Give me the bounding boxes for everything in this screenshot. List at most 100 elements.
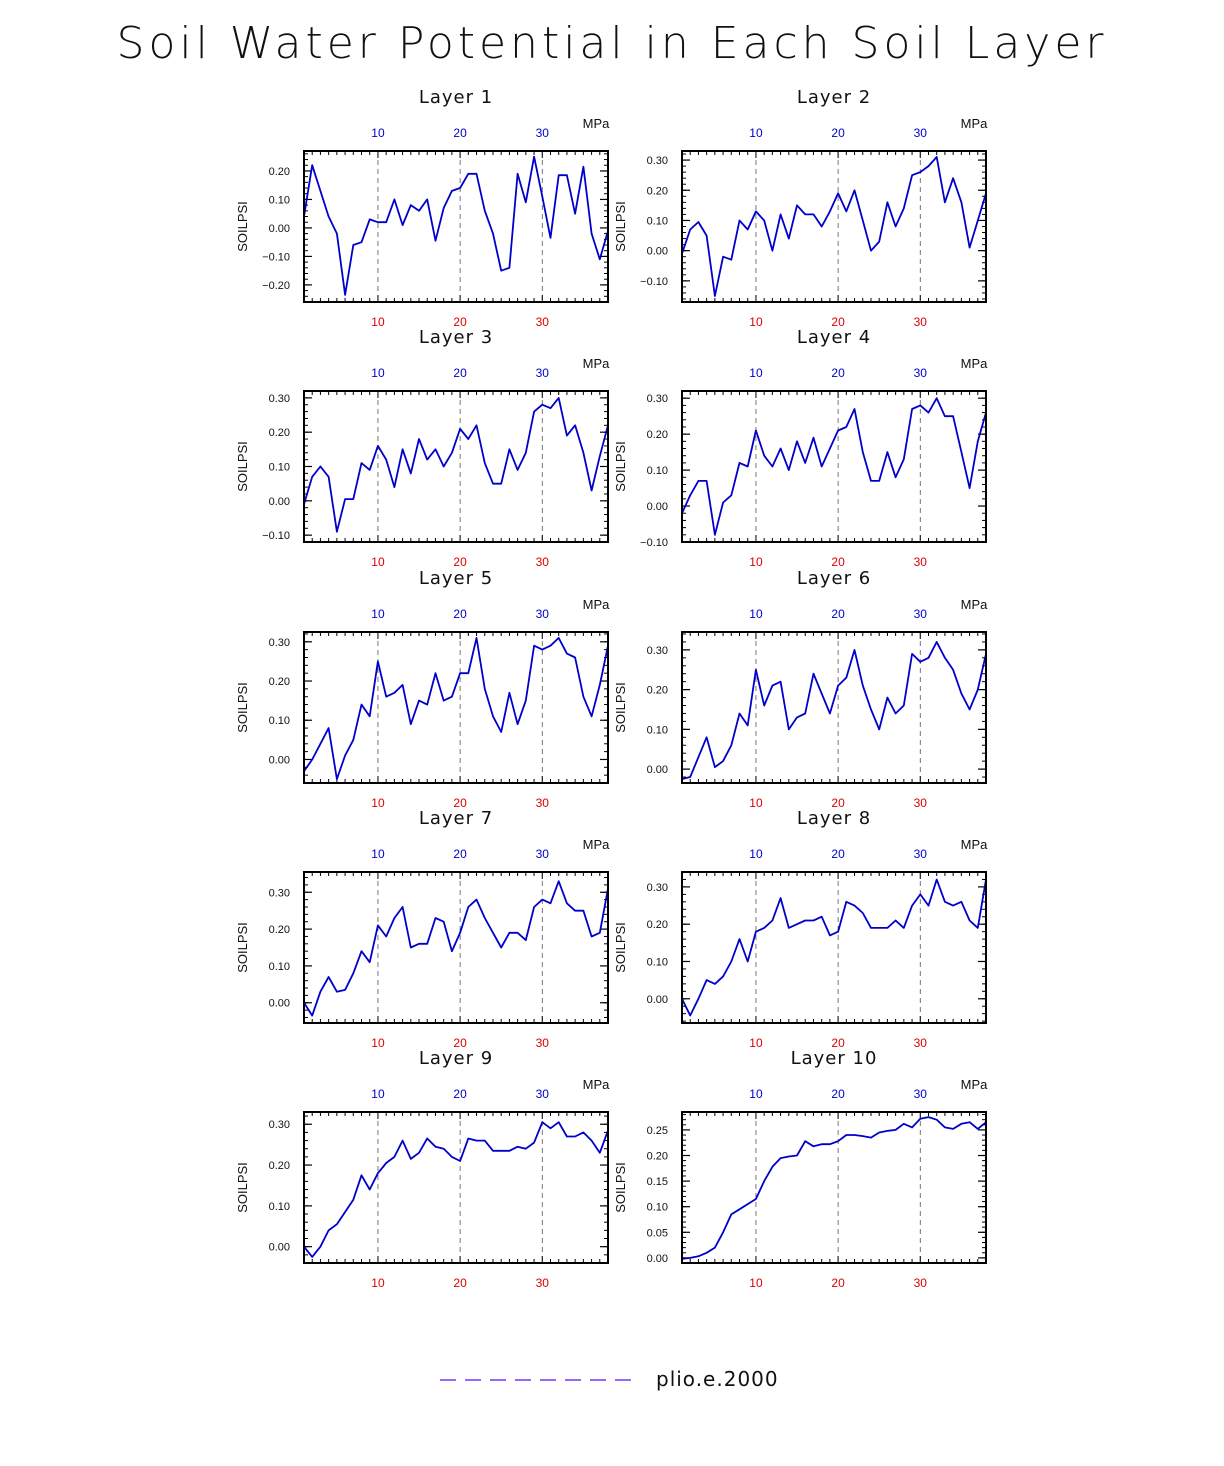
- top-tick-label: 20: [831, 847, 845, 861]
- top-tick-label: 10: [749, 847, 763, 861]
- bottom-tick-label: 30: [914, 796, 928, 810]
- bottom-tick-label: 10: [749, 796, 763, 810]
- top-tick-label: 30: [536, 607, 550, 621]
- unit-label: MPa: [961, 837, 989, 852]
- bottom-tick-label: 30: [914, 1276, 928, 1290]
- bottom-tick-label: 20: [453, 1036, 467, 1050]
- series-line: [304, 637, 608, 780]
- y-tick-label: 0.10: [647, 1202, 668, 1214]
- y-axis-label: SOILPSI: [613, 1162, 628, 1213]
- y-tick-label: −0.20: [262, 280, 290, 292]
- series-line: [304, 155, 608, 296]
- unit-label: MPa: [961, 356, 989, 371]
- top-tick-label: 20: [831, 366, 845, 380]
- y-tick-label: 0.30: [647, 882, 668, 894]
- series-line: [682, 156, 986, 297]
- y-tick-label: 0.00: [647, 246, 668, 258]
- top-tick-label: 30: [914, 126, 928, 140]
- plot-frame: [303, 390, 609, 543]
- top-tick-label: 10: [371, 607, 385, 621]
- bottom-tick-label: 10: [371, 555, 385, 569]
- y-tick-label: 0.25: [647, 1125, 668, 1137]
- unit-label: MPa: [961, 116, 989, 131]
- y-tick-label: 0.00: [647, 1253, 668, 1265]
- y-axis-label: SOILPSI: [235, 922, 250, 973]
- panel-title: Layer 10: [791, 1048, 878, 1069]
- bottom-tick-label: 30: [914, 1036, 928, 1050]
- bottom-tick-label: 10: [371, 1276, 385, 1290]
- top-tick-label: 20: [831, 607, 845, 621]
- bottom-tick-label: 10: [749, 1276, 763, 1290]
- y-axis-label: SOILPSI: [235, 1162, 250, 1213]
- series-line: [304, 880, 608, 1017]
- plot-frame: [681, 1111, 987, 1264]
- series-line: [304, 396, 608, 533]
- top-tick-label: 20: [453, 366, 467, 380]
- bottom-tick-label: 20: [453, 555, 467, 569]
- top-tick-label: 20: [831, 126, 845, 140]
- top-tick-label: 20: [453, 1087, 467, 1101]
- top-tick-label: 10: [371, 366, 385, 380]
- top-tick-label: 10: [371, 126, 385, 140]
- bottom-tick-label: 10: [371, 796, 385, 810]
- y-tick-label: 0.10: [269, 1201, 290, 1213]
- panel-layer-9: Layer 9 MPa SOILPSI 10 10 20 20 30 30 0.00 0.10 0.2…: [235, 1048, 610, 1290]
- top-tick-label: 10: [749, 126, 763, 140]
- series-line: [682, 1116, 986, 1260]
- top-tick-label: 30: [536, 847, 550, 861]
- legend-label: plio.e.2000: [656, 1367, 779, 1391]
- y-tick-label: 0.30: [647, 393, 668, 405]
- plot-frame: [681, 390, 987, 543]
- plot-frame: [303, 631, 609, 784]
- panel-layer-4: Layer 4 MPa SOILPSI 10 10 20 20 30 30 −0.10 0.00 0.…: [613, 327, 988, 569]
- y-tick-label: 0.00: [269, 1242, 290, 1254]
- top-tick-label: 20: [453, 607, 467, 621]
- bottom-tick-label: 30: [914, 555, 928, 569]
- panel-title: Layer 9: [419, 1048, 493, 1069]
- bottom-tick-label: 30: [536, 315, 550, 329]
- bottom-tick-label: 10: [371, 1036, 385, 1050]
- y-tick-label: 0.20: [647, 185, 668, 197]
- y-tick-label: 0.20: [647, 1151, 668, 1163]
- panel-layer-8: Layer 8 MPa SOILPSI 10 10 20 20 30 30 0.00 0.10 0.2…: [613, 808, 988, 1050]
- top-tick-label: 30: [536, 1087, 550, 1101]
- panel-layer-5: Layer 5 MPa SOILPSI 10 10 20 20 30 30 0.00 0.10 0.2…: [235, 568, 610, 810]
- y-tick-label: 0.00: [647, 994, 668, 1006]
- y-tick-label: 0.10: [647, 465, 668, 477]
- top-tick-label: 30: [914, 1087, 928, 1101]
- y-tick-label: −0.10: [640, 537, 668, 549]
- y-tick-label: 0.10: [269, 715, 290, 727]
- y-tick-label: 0.15: [647, 1176, 668, 1188]
- plot-frame: [303, 150, 609, 303]
- bottom-tick-label: 30: [536, 1276, 550, 1290]
- y-tick-label: 0.00: [269, 998, 290, 1010]
- panel-title: Layer 7: [419, 808, 493, 829]
- series-line: [682, 878, 986, 1017]
- plot-frame: [681, 871, 987, 1024]
- y-tick-label: 0.20: [647, 919, 668, 931]
- panel-layer-10: Layer 10 MPa SOILPSI 10 10 20 20 30 30 0.00 0.05 0.…: [613, 1048, 988, 1290]
- bottom-tick-label: 20: [831, 1036, 845, 1050]
- y-tick-label: 0.10: [269, 462, 290, 474]
- y-axis-label: SOILPSI: [235, 201, 250, 252]
- top-tick-label: 30: [914, 847, 928, 861]
- plot-frame: [303, 1111, 609, 1264]
- y-tick-label: 0.20: [647, 685, 668, 697]
- panel-title: Layer 5: [419, 568, 493, 589]
- top-tick-label: 30: [536, 126, 550, 140]
- bottom-tick-label: 20: [453, 1276, 467, 1290]
- bottom-tick-label: 20: [831, 315, 845, 329]
- bottom-tick-label: 30: [536, 555, 550, 569]
- series-line: [304, 1121, 608, 1258]
- unit-label: MPa: [583, 1077, 611, 1092]
- y-tick-label: 0.20: [647, 429, 668, 441]
- y-tick-label: −0.10: [262, 530, 290, 542]
- plot-frame: [681, 150, 987, 303]
- y-tick-label: 0.00: [269, 223, 290, 235]
- series-line: [682, 397, 986, 536]
- panel-layer-6: Layer 6 MPa SOILPSI 10 10 20 20 30 30 0.00 0.10 0.2…: [613, 568, 988, 810]
- y-tick-label: 0.00: [269, 496, 290, 508]
- top-tick-label: 10: [371, 1087, 385, 1101]
- bottom-tick-label: 20: [453, 796, 467, 810]
- panel-title: Layer 4: [797, 327, 871, 348]
